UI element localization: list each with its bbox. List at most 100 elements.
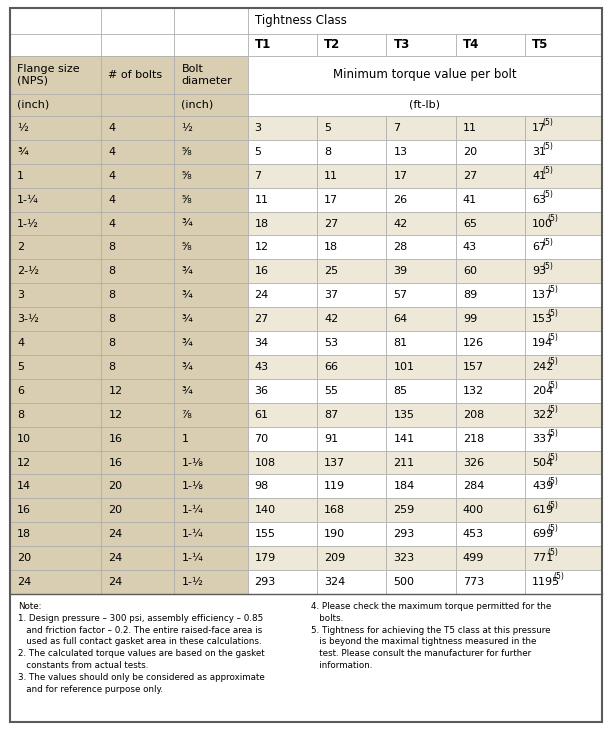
Bar bbox=[102, 8, 174, 34]
Bar bbox=[10, 140, 102, 164]
Bar bbox=[317, 259, 386, 283]
Text: (5): (5) bbox=[548, 214, 559, 223]
Bar bbox=[174, 236, 247, 259]
Text: 168: 168 bbox=[324, 505, 345, 515]
Text: 36: 36 bbox=[255, 386, 269, 396]
Bar bbox=[317, 331, 386, 355]
Bar bbox=[317, 307, 386, 331]
Bar bbox=[317, 164, 386, 188]
Bar bbox=[525, 116, 602, 140]
Bar bbox=[386, 259, 456, 283]
Text: 1-½: 1-½ bbox=[17, 218, 39, 228]
Text: 8: 8 bbox=[108, 291, 116, 300]
Bar bbox=[247, 259, 317, 283]
Text: 108: 108 bbox=[255, 458, 275, 467]
Bar bbox=[456, 522, 525, 546]
Bar bbox=[456, 116, 525, 140]
Text: 53: 53 bbox=[324, 338, 338, 348]
Bar bbox=[317, 474, 386, 499]
Text: 126: 126 bbox=[463, 338, 484, 348]
Bar bbox=[174, 331, 247, 355]
Bar bbox=[10, 259, 102, 283]
Bar bbox=[386, 307, 456, 331]
Bar bbox=[456, 212, 525, 236]
Text: 24: 24 bbox=[255, 291, 269, 300]
Text: 4: 4 bbox=[108, 218, 116, 228]
Text: 20: 20 bbox=[17, 553, 31, 563]
Text: (5): (5) bbox=[548, 381, 559, 390]
Text: 17: 17 bbox=[394, 171, 408, 181]
Text: 28: 28 bbox=[394, 242, 408, 253]
Text: 137: 137 bbox=[324, 458, 345, 467]
Bar bbox=[456, 450, 525, 474]
Text: (5): (5) bbox=[548, 453, 559, 462]
Bar bbox=[317, 34, 386, 55]
Text: 242: 242 bbox=[532, 362, 554, 372]
Bar bbox=[456, 379, 525, 403]
Bar bbox=[174, 546, 247, 570]
Bar bbox=[525, 164, 602, 188]
Text: 1-¼: 1-¼ bbox=[181, 505, 203, 515]
Bar bbox=[386, 331, 456, 355]
Bar bbox=[174, 8, 247, 34]
Text: Bolt
diameter: Bolt diameter bbox=[181, 64, 232, 85]
Bar bbox=[102, 570, 174, 594]
Bar bbox=[10, 594, 602, 722]
Text: ¾: ¾ bbox=[17, 147, 28, 157]
Text: 64: 64 bbox=[394, 314, 408, 324]
Bar bbox=[525, 34, 602, 55]
Bar bbox=[174, 474, 247, 499]
Text: (5): (5) bbox=[548, 357, 559, 366]
Bar bbox=[10, 546, 102, 570]
Bar bbox=[102, 546, 174, 570]
Text: 155: 155 bbox=[255, 529, 275, 539]
Bar bbox=[525, 379, 602, 403]
Text: Flange size
(NPS): Flange size (NPS) bbox=[17, 64, 80, 85]
Text: 7: 7 bbox=[255, 171, 262, 181]
Bar bbox=[247, 8, 602, 34]
Text: 85: 85 bbox=[394, 386, 408, 396]
Text: 699: 699 bbox=[532, 529, 553, 539]
Bar bbox=[317, 283, 386, 307]
Text: 10: 10 bbox=[17, 434, 31, 444]
Text: 42: 42 bbox=[324, 314, 338, 324]
Bar bbox=[102, 522, 174, 546]
Text: 26: 26 bbox=[394, 195, 408, 204]
Bar bbox=[247, 283, 317, 307]
Bar bbox=[174, 307, 247, 331]
Bar bbox=[174, 34, 247, 55]
Text: ⁷⁄₈: ⁷⁄₈ bbox=[181, 410, 192, 420]
Bar bbox=[317, 140, 386, 164]
Bar bbox=[247, 474, 317, 499]
Text: ½: ½ bbox=[181, 123, 192, 133]
Text: 81: 81 bbox=[394, 338, 408, 348]
Text: 61: 61 bbox=[255, 410, 269, 420]
Text: 5: 5 bbox=[17, 362, 24, 372]
Bar bbox=[525, 236, 602, 259]
Bar bbox=[102, 188, 174, 212]
Text: T4: T4 bbox=[463, 38, 479, 51]
Text: 16: 16 bbox=[108, 458, 122, 467]
Text: 326: 326 bbox=[463, 458, 484, 467]
Bar bbox=[10, 236, 102, 259]
Text: 211: 211 bbox=[394, 458, 414, 467]
Bar bbox=[386, 379, 456, 403]
Text: 6: 6 bbox=[17, 386, 24, 396]
Bar bbox=[525, 546, 602, 570]
Text: 55: 55 bbox=[324, 386, 338, 396]
Text: 24: 24 bbox=[17, 577, 31, 587]
Bar bbox=[456, 140, 525, 164]
Bar bbox=[456, 403, 525, 427]
Text: 16: 16 bbox=[17, 505, 31, 515]
Text: ½: ½ bbox=[17, 123, 28, 133]
Bar bbox=[386, 522, 456, 546]
Text: (5): (5) bbox=[548, 429, 559, 438]
Text: 293: 293 bbox=[394, 529, 415, 539]
Bar bbox=[102, 379, 174, 403]
Bar bbox=[174, 116, 247, 140]
Bar bbox=[386, 450, 456, 474]
Text: 25: 25 bbox=[324, 266, 338, 277]
Text: 1-¼: 1-¼ bbox=[17, 195, 39, 204]
Text: 5: 5 bbox=[255, 147, 261, 157]
Bar bbox=[386, 427, 456, 450]
